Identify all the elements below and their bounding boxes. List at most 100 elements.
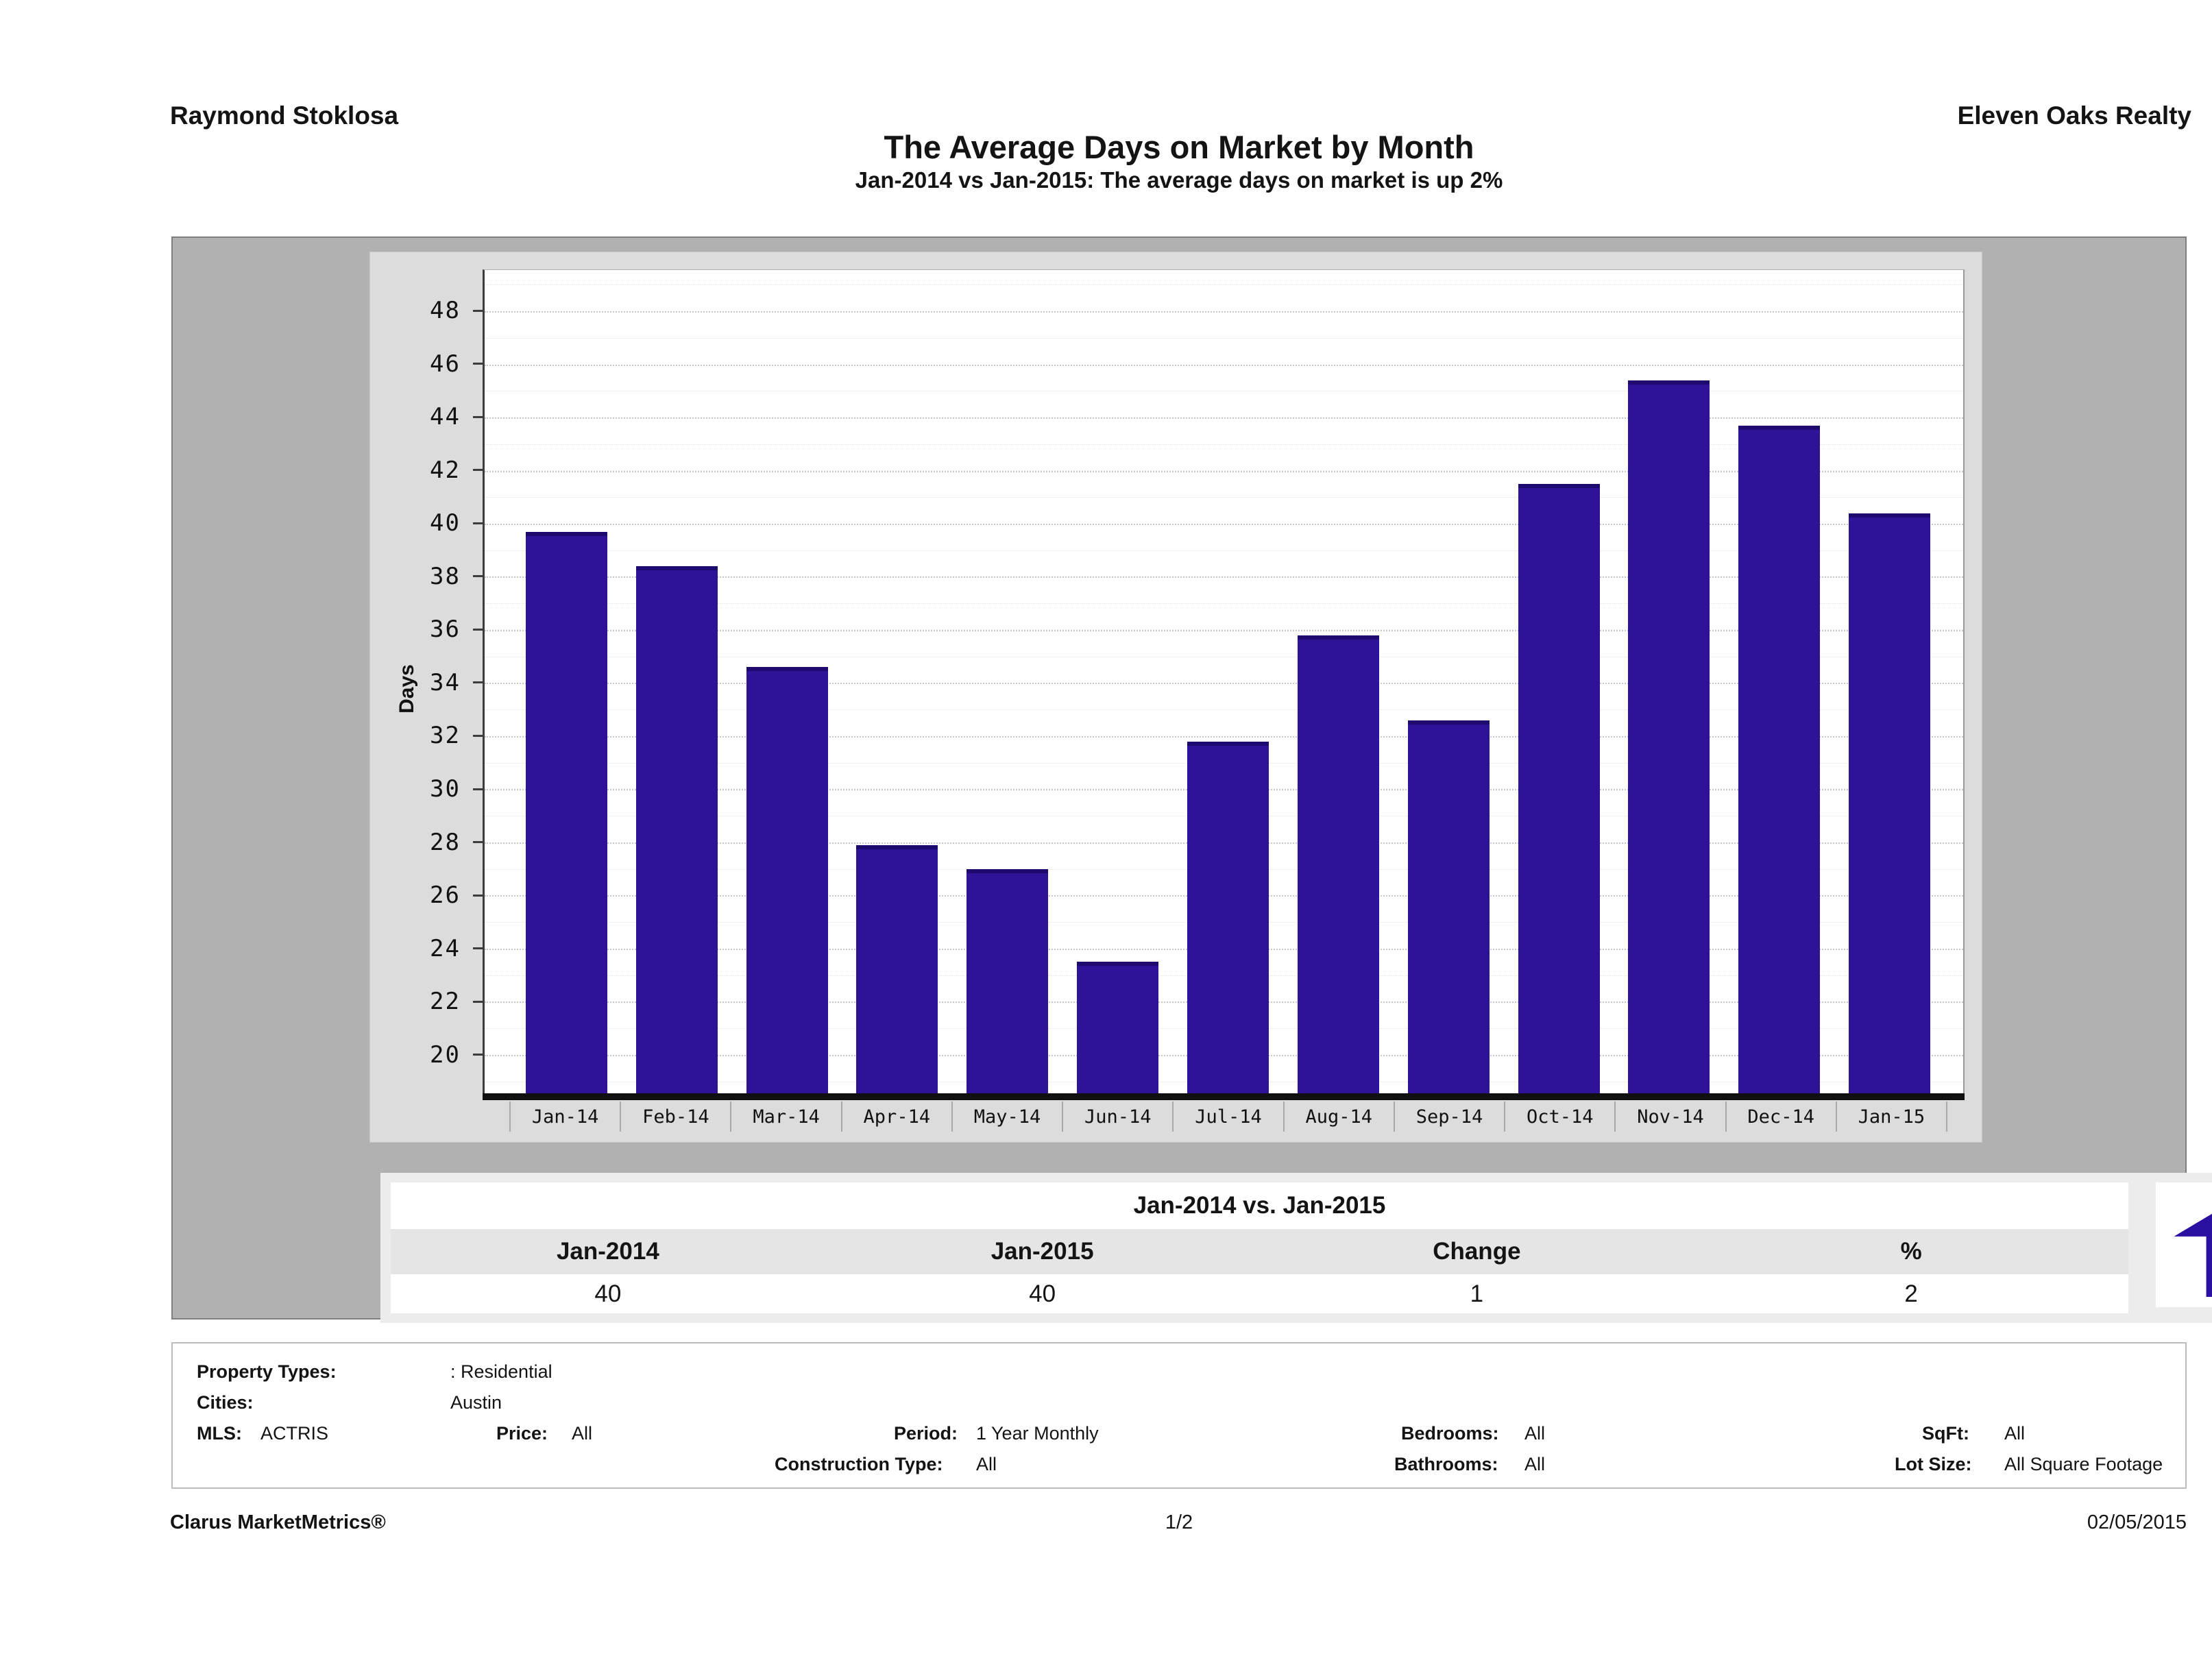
gridline-44: [485, 417, 1963, 420]
x-label-Mar-14: Mar-14: [730, 1102, 840, 1132]
footer-product-name: Clarus MarketMetrics®: [170, 1511, 386, 1533]
construction-label: Construction Type:: [775, 1454, 943, 1474]
trend-badge-label: +2%: [2174, 1239, 2212, 1263]
y-axis-ticks: 48 46 44 42 40 38 36 34 32 30 28 26 24 22 20: [370, 269, 483, 1093]
x-label-Aug-14: Aug-14: [1283, 1102, 1394, 1132]
gridline-36: [485, 629, 1963, 631]
bar-slot-Mar-14: [732, 270, 842, 1093]
col-header-jan2015: Jan-2015: [990, 1238, 1094, 1265]
y-tick-36: 36: [370, 616, 483, 643]
bars-row: [511, 270, 1945, 1093]
minor-gridline-41: [485, 497, 1963, 498]
gridline-40: [485, 523, 1963, 525]
y-tick-38: 38: [370, 563, 483, 590]
minor-gridline-39: [485, 550, 1963, 551]
price-label: Price:: [496, 1423, 548, 1444]
up-arrow-icon: +2%: [2174, 1193, 2212, 1297]
x-label-Jul-14: Jul-14: [1172, 1102, 1283, 1132]
page-subtitle: Jan-2014 vs Jan-2015: The average days o…: [855, 167, 1503, 193]
gridline-48: [485, 311, 1963, 313]
value-jan2015: 40: [1029, 1280, 1056, 1307]
page-title: The Average Days on Market by Month: [884, 129, 1474, 165]
gridline-38: [485, 576, 1963, 579]
bar-Jul-14: [1187, 741, 1269, 1093]
chart-container: Days 48 46 44 42 40 38 36 34 32 30 28 26 24 22 20 Jan-…: [171, 236, 2212, 1323]
x-label-Jan-15: Jan-15: [1835, 1102, 1946, 1132]
x-axis-labels: Jan-14 Feb-14 Mar-14 Apr-14 May-14 Jun-14 Jul-…: [509, 1102, 1947, 1132]
bar-slot-Jun-14: [1062, 270, 1173, 1093]
minor-gridline-47: [485, 337, 1963, 339]
minor-gridline-49: [485, 284, 1963, 286]
bar-Jan-15: [1849, 513, 1931, 1093]
bar-May-14: [967, 868, 1049, 1093]
gridline-46: [485, 364, 1963, 366]
bar-slot-Apr-14: [842, 270, 953, 1093]
bathrooms-value: All: [1524, 1454, 1546, 1474]
cities-label: Cities:: [197, 1392, 254, 1413]
y-tick-48: 48: [370, 297, 483, 324]
y-tick-22: 22: [370, 988, 483, 1015]
x-axis-baseline: [483, 1093, 1965, 1100]
bar-Nov-14: [1628, 380, 1710, 1093]
bar-slot-Jan-14: [511, 270, 622, 1093]
price-value: All: [572, 1423, 593, 1444]
bar-Aug-14: [1297, 635, 1379, 1093]
sqft-value: All: [2004, 1423, 2026, 1444]
trend-badge-box: +2%: [2156, 1182, 2212, 1307]
x-label-Feb-14: Feb-14: [620, 1102, 730, 1132]
bar-Jan-14: [525, 531, 607, 1093]
title-block: The Average Days on Market by Month Jan-…: [171, 129, 2187, 194]
y-tick-40: 40: [370, 509, 483, 537]
lotsize-value: All Square Footage: [2004, 1454, 2163, 1474]
col-header-change: Change: [1433, 1238, 1521, 1265]
y-tick-34: 34: [370, 669, 483, 696]
bar-slot-Sep-14: [1394, 270, 1504, 1093]
bar-slot-Dec-14: [1724, 270, 1834, 1093]
x-label-Apr-14: Apr-14: [840, 1102, 951, 1132]
construction-value: All: [976, 1454, 997, 1474]
bar-Feb-14: [635, 566, 718, 1093]
bar-slot-Oct-14: [1504, 270, 1614, 1093]
comparison-title: Jan-2014 vs. Jan-2015: [391, 1182, 2128, 1229]
x-label-Jun-14: Jun-14: [1062, 1102, 1172, 1132]
x-label-Sep-14: Sep-14: [1393, 1102, 1504, 1132]
x-label-Nov-14: Nov-14: [1614, 1102, 1725, 1132]
x-label-Dec-14: Dec-14: [1725, 1102, 1836, 1132]
bedrooms-label: Bedrooms:: [1401, 1423, 1499, 1444]
x-label-Oct-14: Oct-14: [1504, 1102, 1614, 1132]
bar-Sep-14: [1407, 720, 1490, 1093]
bar-slot-Jan-15: [1834, 270, 1945, 1093]
gridline-32: [485, 735, 1963, 738]
footer-date: 02/05/2015: [2087, 1511, 2187, 1533]
bar-slot-Nov-14: [1614, 270, 1724, 1093]
x-label-May-14: May-14: [951, 1102, 1062, 1132]
plot-area: [483, 269, 1965, 1093]
bar-slot-May-14: [952, 270, 1062, 1093]
comparison-panel: Jan-2014 vs. Jan-2015 Jan-2014 Jan-2015 …: [380, 1173, 2212, 1323]
bar-Mar-14: [746, 667, 828, 1093]
property-types-value: : Residential: [450, 1361, 552, 1382]
gridline-34: [485, 683, 1963, 685]
col-header-percent: %: [1900, 1238, 1922, 1265]
period-label: Period:: [894, 1423, 958, 1444]
chart-panel: Days 48 46 44 42 40 38 36 34 32 30 28 26 24 22 20 Jan-…: [369, 252, 2212, 1323]
bathrooms-label: Bathrooms:: [1394, 1454, 1498, 1474]
y-tick-44: 44: [370, 403, 483, 430]
y-tick-32: 32: [370, 722, 483, 749]
y-tick-30: 30: [370, 775, 483, 803]
bar-Apr-14: [856, 844, 938, 1093]
agent-name: Raymond Stoklosa: [170, 101, 399, 130]
y-tick-28: 28: [370, 829, 483, 856]
y-tick-20: 20: [370, 1041, 483, 1069]
sqft-label: SqFt:: [1922, 1423, 1969, 1444]
mls-value: ACTRIS: [260, 1423, 329, 1444]
property-types-label: Property Types:: [197, 1361, 337, 1382]
bar-Jun-14: [1077, 962, 1159, 1093]
y-tick-24: 24: [370, 935, 483, 962]
value-percent: 2: [1904, 1280, 1918, 1307]
bar-Oct-14: [1518, 483, 1600, 1093]
bar-slot-Aug-14: [1283, 270, 1394, 1093]
bar-slot-Jul-14: [1173, 270, 1283, 1093]
comparison-value-row: 40 40 1 2: [391, 1274, 2128, 1313]
minor-gridline-33: [485, 709, 1963, 711]
